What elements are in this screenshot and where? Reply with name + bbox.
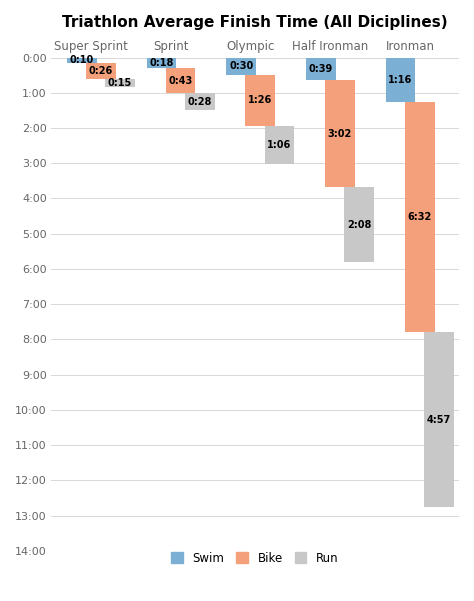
Text: 1:26: 1:26 [248,96,273,105]
Legend: Swim, Bike, Run: Swim, Bike, Run [167,547,343,570]
Text: 2:08: 2:08 [347,220,371,230]
Text: 4:57: 4:57 [427,415,451,424]
Bar [386,58,415,102]
Bar [325,81,355,188]
Bar [86,64,116,79]
Text: 0:10: 0:10 [70,55,94,66]
Text: 3:02: 3:02 [328,129,352,139]
Bar [146,58,176,68]
Bar [166,68,195,93]
Text: 0:28: 0:28 [188,97,212,106]
Bar [306,58,336,81]
Text: 0:39: 0:39 [309,64,333,74]
Bar [405,102,435,332]
Title: Triathlon Average Finish Time (All Diciplines): Triathlon Average Finish Time (All Dicip… [62,15,448,30]
Text: 0:43: 0:43 [168,76,193,86]
Bar [246,75,275,126]
Bar [264,126,294,165]
Text: 6:32: 6:32 [408,212,432,222]
Bar [226,58,256,75]
Text: 0:30: 0:30 [229,61,253,72]
Text: 1:16: 1:16 [388,75,413,85]
Text: 1:06: 1:06 [267,140,292,150]
Text: 0:15: 0:15 [108,78,132,88]
Bar [105,79,135,88]
Bar [67,58,97,64]
Bar [344,188,374,263]
Text: 0:18: 0:18 [149,58,173,68]
Bar [424,332,454,507]
Bar [185,93,215,110]
Text: 0:26: 0:26 [89,66,113,76]
